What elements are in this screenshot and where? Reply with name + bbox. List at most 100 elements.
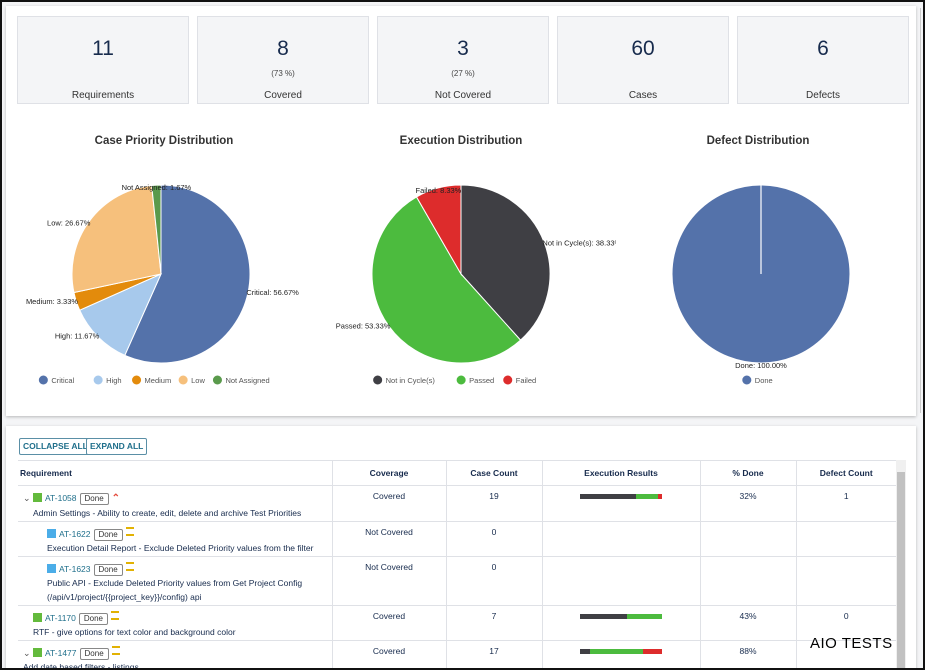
requirement-summary-continued: (/api/v1/project/{{project_key}}/config)…: [47, 592, 202, 602]
priority-slice-low[interactable]: [71, 184, 162, 294]
priority-legend-label[interactable]: High: [106, 376, 121, 385]
divider: [920, 8, 921, 413]
status-badge: Done: [93, 529, 123, 541]
defects-label: Defects: [806, 90, 840, 101]
execution-results-bar[interactable]: [580, 649, 662, 654]
priority-legend-label[interactable]: Not Assigned: [225, 376, 269, 385]
issue-key-link[interactable]: AT-1622: [59, 529, 91, 539]
execution-legend-marker: [373, 375, 383, 385]
covered-percent: (73 %): [271, 69, 295, 78]
expand-all-button[interactable]: EXPAND ALL: [86, 438, 148, 455]
requirement-summary: Execution Detail Report - Exclude Delete…: [47, 543, 314, 553]
story-icon: [33, 648, 42, 657]
percent-done-cell: 43%: [699, 605, 796, 641]
priority-medium-icon: [111, 646, 120, 655]
chevron-down-icon[interactable]: ⌄: [23, 493, 31, 503]
cases-label: Cases: [628, 90, 658, 101]
covered-card[interactable]: 8 (73 %) Covered: [197, 16, 369, 104]
percent-done-cell: 32%: [699, 485, 796, 522]
table-row[interactable]: AT-1170 Done RTF - give options for text …: [18, 605, 896, 641]
defects-card[interactable]: 6 Defects: [737, 16, 909, 104]
defect-slice-label: Done: 100.00%: [735, 361, 787, 370]
requirements-panel: COLLAPSE ALL EXPAND ALL Requirement Cove…: [6, 426, 916, 670]
priority-legend-marker: [178, 375, 188, 385]
collapse-all-button[interactable]: COLLAPSE ALL: [19, 438, 92, 455]
issue-key-link[interactable]: AT-1623: [59, 564, 91, 574]
coverage-cell: Covered: [331, 485, 446, 522]
story-icon: [33, 613, 42, 622]
status-badge: Done: [79, 493, 109, 505]
task-icon: [47, 564, 56, 573]
table-header-row: Requirement Coverage Case Count Executio…: [18, 460, 896, 486]
execution-chart-title: Execution Distribution: [399, 135, 523, 147]
covered-count: 8: [277, 37, 289, 60]
defect-count-cell: [795, 640, 896, 668]
requirement-summary: Public API - Exclude Deleted Priority va…: [47, 578, 303, 588]
exec-segment-passed: [626, 614, 662, 619]
priority-legend-marker: [38, 375, 48, 385]
priority-legend-label[interactable]: Critical: [51, 376, 74, 385]
priority-slice-high[interactable]: [79, 273, 162, 356]
priority-slice-label: Low: 26.67%: [47, 219, 91, 228]
priority-legend-label[interactable]: Medium: [145, 376, 172, 385]
defect-pie-chart[interactable]: Done: 100.00% Done: [606, 156, 916, 396]
case-count-cell: 19: [445, 485, 542, 522]
requirements-count: 11: [92, 37, 114, 60]
issue-key-link[interactable]: AT-1477: [45, 648, 77, 658]
status-badge: Done: [78, 613, 108, 625]
priority-slice-label: Critical: 56.67%: [246, 288, 299, 297]
priority-legend-label[interactable]: Low: [191, 376, 205, 385]
execution-slice-label: Failed: 8.33%: [415, 186, 461, 195]
execution-results-bar[interactable]: [580, 494, 662, 499]
priority-slice-not-assigned[interactable]: [151, 184, 162, 275]
requirement-summary: RTF - give options for text color and ba…: [33, 627, 236, 637]
exec-segment-not-in-cycle: [580, 614, 627, 619]
table-scrollbar[interactable]: [896, 460, 906, 668]
priority-legend-marker: [212, 375, 222, 385]
execution-slice-label: Passed: 53.33%: [336, 321, 391, 330]
execution-slice-passed[interactable]: [371, 196, 522, 364]
task-icon: [47, 529, 56, 538]
execution-legend-label[interactable]: Passed: [469, 376, 494, 385]
col-requirement[interactable]: Requirement: [18, 460, 332, 486]
exec-segment-not-in-cycle: [580, 494, 636, 499]
table-row[interactable]: ⌄ AT-1477 Done Add date based filters - li…: [18, 640, 896, 670]
defect-chart-title: Defect Distribution: [706, 135, 810, 147]
table-row[interactable]: AT-1623 Done Public API - Exclude Deleted…: [18, 556, 896, 606]
not-covered-count: 3: [457, 37, 469, 60]
table-row[interactable]: AT-1622 Done Execution Detail Report - Ex…: [18, 521, 896, 557]
execution-pie-chart[interactable]: Not in Cycle(s): 38.33% Passed: 53.33% Fai…: [306, 156, 616, 396]
execution-slice-not-in-cycle-s[interactable]: [460, 184, 551, 341]
col-defect-count[interactable]: Defect Count: [795, 460, 896, 486]
execution-legend-label[interactable]: Not in Cycle(s): [386, 376, 436, 385]
priority-medium-icon: [111, 611, 119, 620]
defect-legend-label[interactable]: Done: [755, 376, 773, 385]
priority-medium-icon: [125, 527, 134, 536]
case-count-cell: 17: [445, 640, 542, 668]
summary-panel: 11 Requirements 8 (73 %) Covered 3 (27 %…: [6, 6, 916, 416]
aio-tests-watermark: AIO TESTS: [810, 635, 893, 652]
issue-key-link[interactable]: AT-1170: [45, 613, 76, 623]
col-case-count[interactable]: Case Count: [445, 460, 542, 486]
col-coverage[interactable]: Coverage: [331, 460, 446, 486]
issue-key-link[interactable]: AT-1058: [45, 493, 77, 503]
cases-card[interactable]: 60 Cases: [557, 16, 729, 104]
execution-legend-label[interactable]: Failed: [516, 376, 536, 385]
col-percent-done[interactable]: % Done: [699, 460, 796, 486]
execution-slice-failed[interactable]: [415, 184, 462, 276]
requirements-card[interactable]: 11 Requirements: [17, 16, 189, 104]
percent-done-cell: 88%: [699, 640, 796, 668]
priority-slice-critical[interactable]: [124, 184, 251, 364]
priority-legend-marker: [132, 375, 142, 385]
requirements-label: Requirements: [71, 90, 135, 101]
scrollbar-thumb[interactable]: [897, 472, 905, 668]
table-row[interactable]: ⌄ AT-1058 Done ⌃ Admin Settings - Ability t…: [18, 485, 896, 522]
not-covered-card[interactable]: 3 (27 %) Not Covered: [377, 16, 549, 104]
chevron-down-icon[interactable]: ⌄: [23, 648, 31, 658]
requirement-summary: Add date based filters - listings: [23, 662, 139, 670]
priority-pie-chart[interactable]: Critical: 56.67% High: 11.67% Medium: 3.33…: [6, 156, 316, 396]
execution-results-bar[interactable]: [580, 614, 662, 619]
col-execution-results[interactable]: Execution Results: [541, 460, 700, 486]
coverage-cell: Not Covered: [331, 556, 446, 606]
